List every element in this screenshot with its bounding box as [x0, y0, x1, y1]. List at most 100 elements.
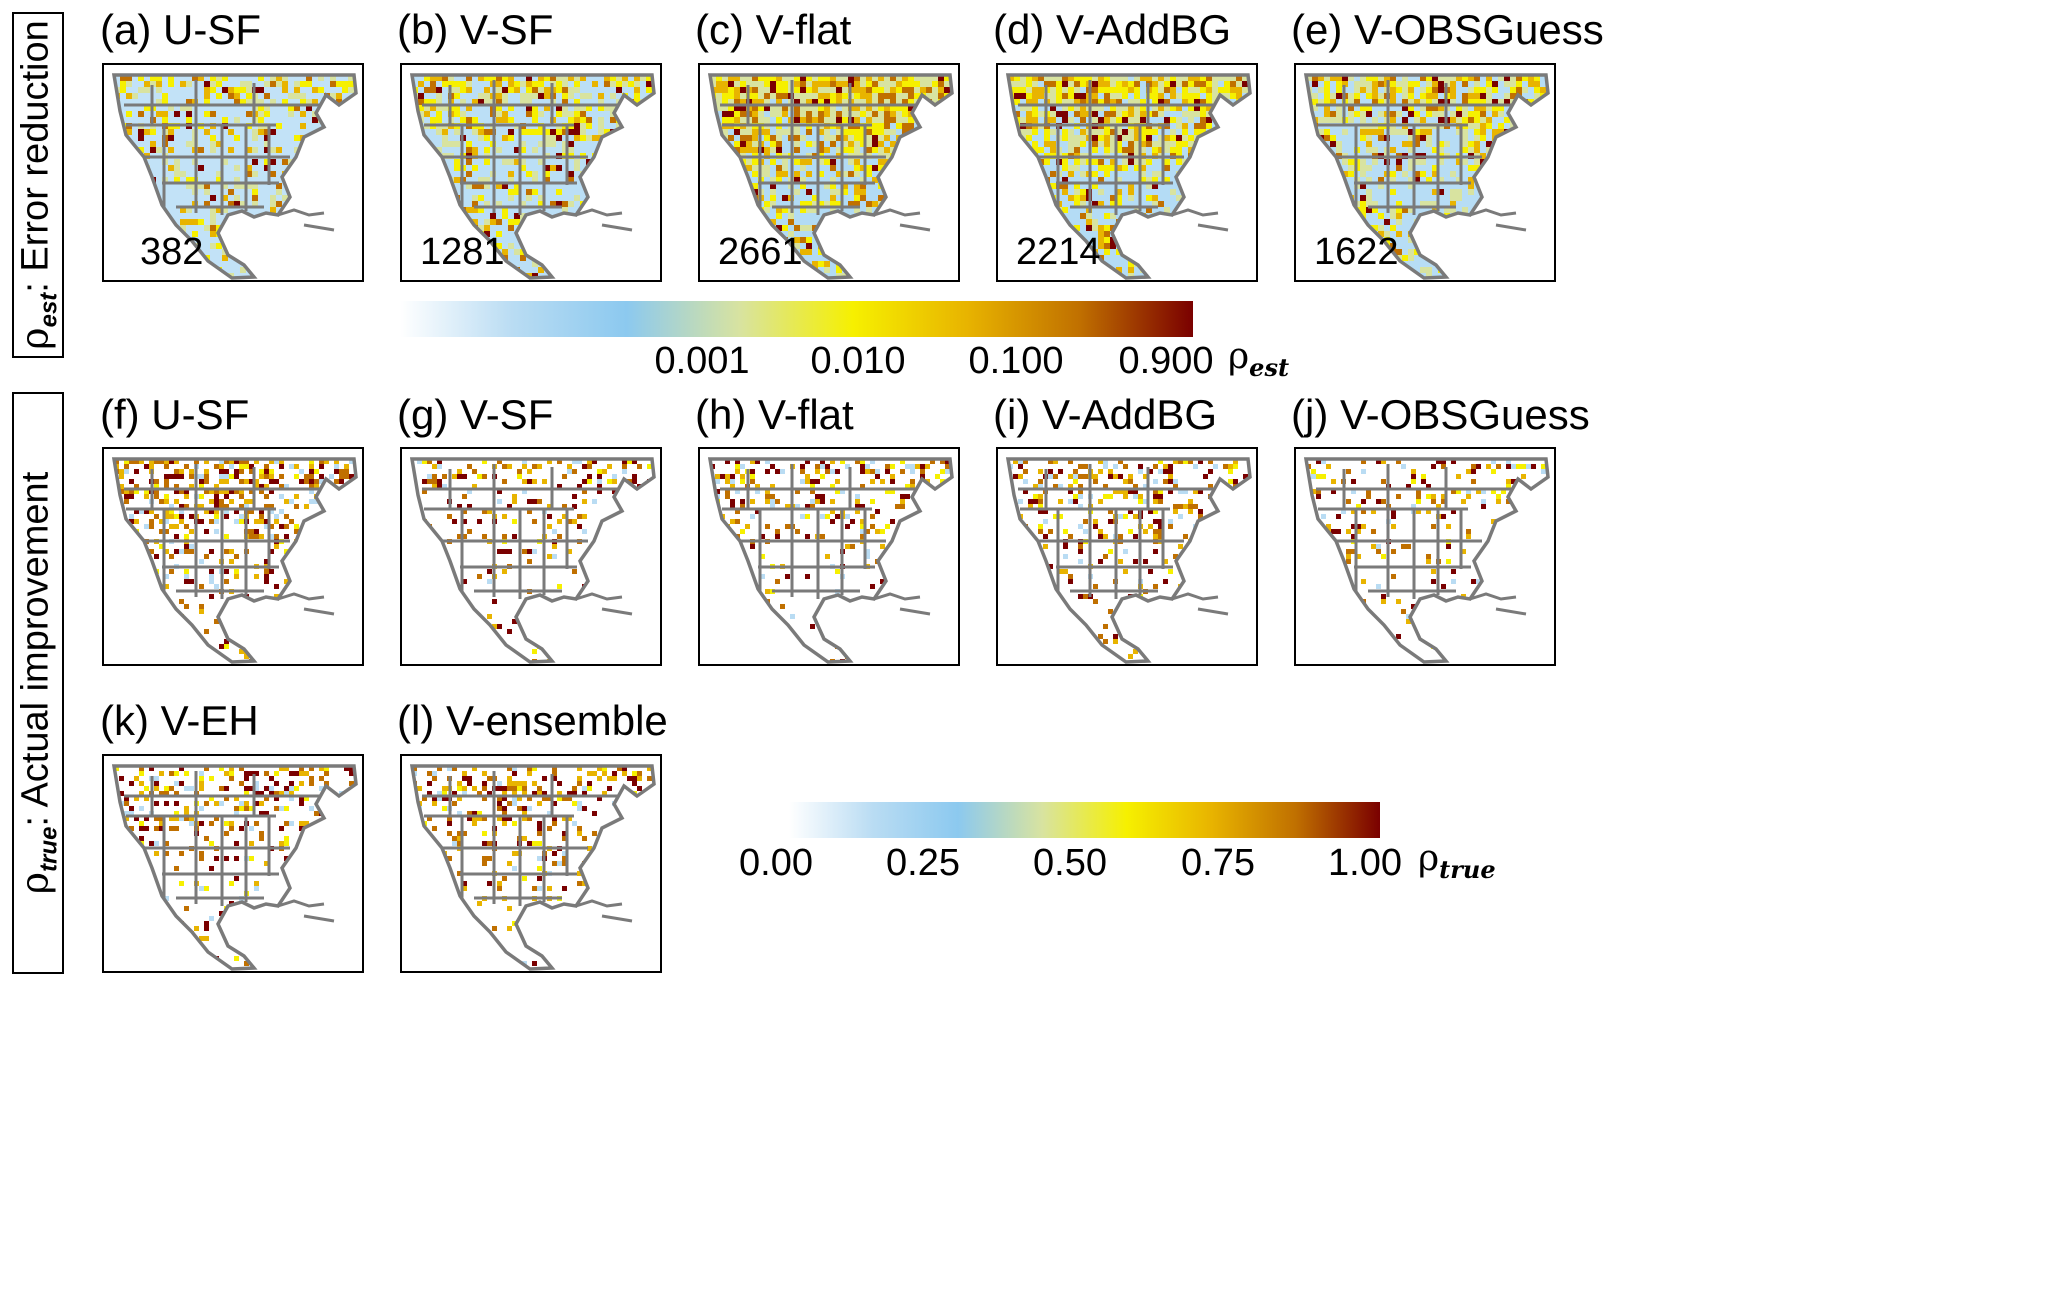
- value-cell: [1534, 207, 1540, 213]
- value-cell: [462, 579, 467, 584]
- value-cell: [896, 123, 902, 129]
- value-cell: [526, 195, 532, 201]
- value-cell: [240, 81, 246, 87]
- value-cell: [1516, 195, 1522, 201]
- value-cell: [920, 489, 925, 494]
- value-cell: [124, 624, 129, 629]
- value-cell: [1534, 87, 1540, 93]
- value-cell: [776, 225, 782, 231]
- value-cell: [1176, 249, 1182, 255]
- value-cell: [782, 165, 788, 171]
- value-cell: [1236, 87, 1242, 93]
- value-cell: [138, 147, 144, 153]
- value-cell: [276, 249, 282, 255]
- value-cell: [270, 249, 276, 255]
- value-cell: [1492, 153, 1498, 159]
- value-cell: [354, 614, 356, 619]
- value-cell: [950, 261, 952, 267]
- value-cell: [229, 559, 234, 564]
- value-cell: [204, 474, 209, 479]
- value-cell: [740, 129, 746, 135]
- value-cell: [1158, 93, 1164, 99]
- value-cell: [1213, 464, 1218, 469]
- value-cell: [174, 165, 180, 171]
- value-cell: [126, 255, 132, 261]
- value-cell: [114, 147, 120, 153]
- value-cell: [884, 171, 890, 177]
- value-cell: [830, 231, 836, 237]
- value-cell: [794, 279, 800, 280]
- value-cell: [159, 624, 164, 629]
- value-cell: [349, 459, 354, 464]
- value-cell: [1342, 81, 1348, 87]
- value-cell: [532, 261, 538, 267]
- value-cell: [890, 213, 896, 219]
- value-cell: [552, 554, 557, 559]
- value-cell: [628, 141, 634, 147]
- value-cell: [1170, 93, 1176, 99]
- value-cell: [1248, 129, 1250, 135]
- value-cell: [740, 87, 746, 93]
- value-cell: [1330, 171, 1336, 177]
- count-label: 382: [140, 231, 204, 273]
- value-cell: [1366, 189, 1372, 195]
- value-cell: [1212, 249, 1218, 255]
- value-cell: [1038, 189, 1044, 195]
- value-cell: [746, 147, 752, 153]
- value-cell: [288, 243, 294, 249]
- value-cell: [417, 644, 422, 649]
- value-cell: [824, 93, 830, 99]
- value-cell: [1468, 99, 1474, 105]
- value-cell: [532, 117, 538, 123]
- panel-title-h: (h) V-flat: [695, 391, 854, 438]
- value-cell: [417, 559, 422, 564]
- value-cell: [164, 494, 169, 499]
- value-cell: [730, 519, 735, 524]
- value-cell: [805, 514, 810, 519]
- value-cell: [418, 159, 424, 165]
- value-cell: [1116, 75, 1122, 81]
- value-cell: [734, 117, 740, 123]
- value-cell: [300, 201, 306, 207]
- value-cell: [1080, 171, 1086, 177]
- value-cell: [758, 105, 764, 111]
- value-cell: [1366, 279, 1372, 280]
- value-cell: [770, 105, 776, 111]
- value-cell: [164, 499, 169, 504]
- value-cell: [855, 494, 860, 499]
- value-cell: [905, 534, 910, 539]
- value-cell: [800, 464, 805, 469]
- value-cell: [932, 273, 938, 278]
- value-cell: [279, 614, 284, 619]
- value-cell: [812, 75, 818, 81]
- value-cell: [354, 634, 356, 639]
- value-cell: [1230, 207, 1236, 213]
- value-cell: [835, 489, 840, 494]
- value-cell: [1396, 81, 1402, 87]
- value-cell: [264, 267, 270, 273]
- value-cell: [422, 479, 427, 484]
- value-cell: [884, 81, 890, 87]
- value-cell: [930, 494, 935, 499]
- value-cell: [164, 479, 169, 484]
- value-cell: [417, 629, 422, 634]
- value-cell: [159, 519, 164, 524]
- value-cell: [1050, 183, 1056, 189]
- value-cell: [926, 237, 932, 243]
- value-cell: [1140, 117, 1146, 123]
- value-cell: [269, 524, 274, 529]
- caribbean-islands: [514, 592, 633, 662]
- value-cell: [432, 644, 437, 649]
- value-cell: [1182, 237, 1188, 243]
- value-cell: [1206, 237, 1212, 243]
- value-cell: [1546, 123, 1548, 129]
- value-cell: [348, 219, 354, 225]
- value-cell: [770, 624, 775, 629]
- value-cell: [1432, 219, 1438, 225]
- value-cell: [339, 634, 344, 639]
- value-cell: [1248, 484, 1250, 489]
- value-cell: [282, 267, 288, 273]
- value-cell: [567, 464, 572, 469]
- value-cell: [234, 519, 239, 524]
- value-cell: [462, 534, 467, 539]
